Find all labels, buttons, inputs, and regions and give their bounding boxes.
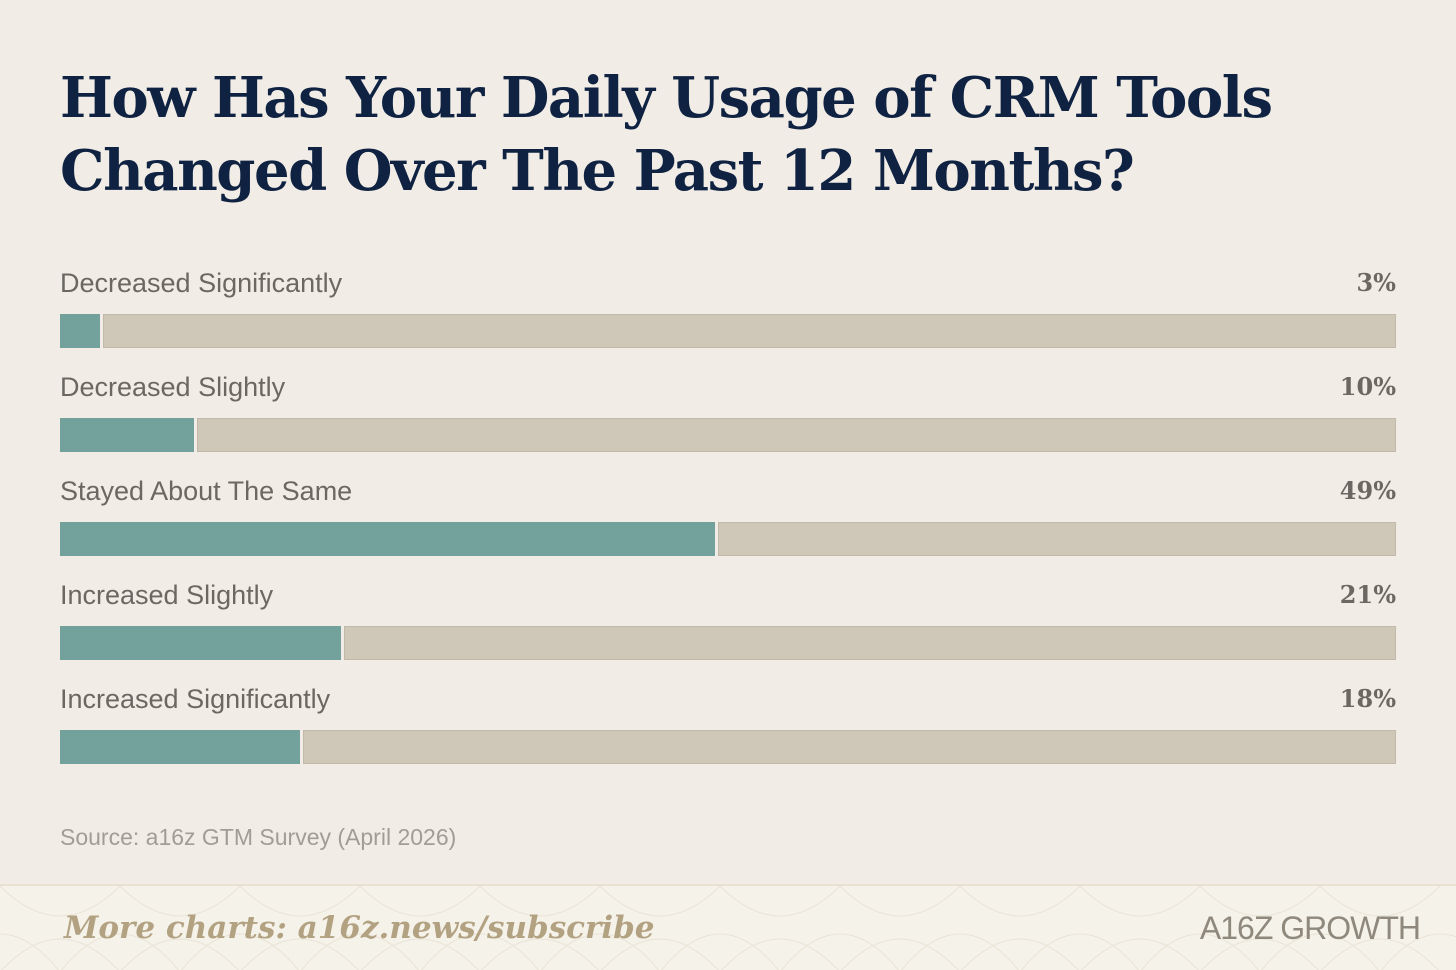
bar-fill — [60, 522, 715, 556]
bar-fill — [60, 314, 100, 348]
a16z-growth-logo: A16Z GROWTH — [1199, 910, 1421, 946]
value-label: 3% — [1356, 268, 1396, 297]
value-label: 10% — [1339, 372, 1396, 401]
bar-track — [60, 314, 1396, 348]
chart-title: How Has Your Daily Usage of CRM Tools Ch… — [60, 65, 1273, 204]
bar-fill — [60, 626, 341, 660]
value-label: 49% — [1339, 476, 1396, 505]
bar-remainder — [303, 730, 1396, 764]
bar-chart: Decreased Significantly 3% Decreased Sligh… — [60, 262, 1396, 782]
bar-fill — [60, 418, 194, 452]
category-label: Increased Significantly — [60, 684, 331, 714]
bar-row: Decreased Slightly 10% — [60, 366, 1396, 470]
bar-fill — [60, 730, 300, 764]
bar-remainder — [103, 314, 1396, 348]
bar-row: Increased Slightly 21% — [60, 574, 1396, 678]
value-label: 21% — [1339, 580, 1396, 609]
subscribe-link[interactable]: More charts: a16z.news/subscribe — [64, 910, 655, 946]
bar-remainder — [718, 522, 1396, 556]
category-label: Decreased Slightly — [60, 372, 286, 402]
footer-banner: More charts: a16z.news/subscribe A16Z GR… — [0, 884, 1456, 970]
chart-canvas: How Has Your Daily Usage of CRM Tools Ch… — [60, 65, 1396, 850]
category-label: Increased Slightly — [60, 580, 274, 610]
value-label: 18% — [1339, 684, 1396, 713]
category-label: Stayed About The Same — [60, 476, 353, 506]
footer-pattern — [0, 886, 1456, 970]
bar-track — [60, 418, 1396, 452]
category-label: Decreased Significantly — [60, 268, 343, 298]
bar-row: Stayed About The Same 49% — [60, 470, 1396, 574]
source-note: Source: a16z GTM Survey (April 2026) — [60, 824, 457, 850]
bar-track — [60, 522, 1396, 556]
bar-row: Increased Significantly 18% — [60, 678, 1396, 782]
bar-track — [60, 730, 1396, 764]
bar-remainder — [344, 626, 1396, 660]
bar-track — [60, 626, 1396, 660]
bar-row: Decreased Significantly 3% — [60, 262, 1396, 366]
bar-remainder — [197, 418, 1396, 452]
